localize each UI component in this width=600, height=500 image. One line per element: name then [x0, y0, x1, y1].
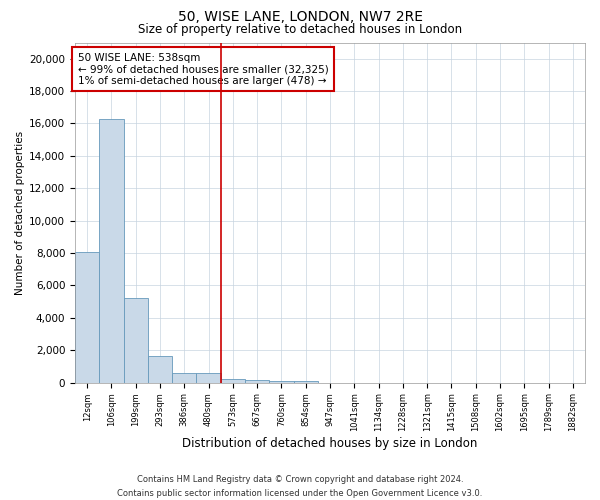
Bar	[172, 373, 196, 382]
Bar	[99, 120, 124, 382]
Text: Size of property relative to detached houses in London: Size of property relative to detached ho…	[138, 22, 462, 36]
Bar	[124, 298, 148, 382]
Bar	[75, 252, 99, 382]
Text: Contains HM Land Registry data © Crown copyright and database right 2024.
Contai: Contains HM Land Registry data © Crown c…	[118, 476, 482, 498]
Bar	[245, 380, 269, 382]
Text: 50, WISE LANE, LONDON, NW7 2RE: 50, WISE LANE, LONDON, NW7 2RE	[178, 10, 422, 24]
Bar	[221, 378, 245, 382]
Bar	[148, 356, 172, 382]
X-axis label: Distribution of detached houses by size in London: Distribution of detached houses by size …	[182, 437, 478, 450]
Bar	[269, 381, 293, 382]
Y-axis label: Number of detached properties: Number of detached properties	[15, 130, 25, 294]
Text: 50 WISE LANE: 538sqm
← 99% of detached houses are smaller (32,325)
1% of semi-de: 50 WISE LANE: 538sqm ← 99% of detached h…	[77, 52, 328, 86]
Bar	[196, 373, 221, 382]
